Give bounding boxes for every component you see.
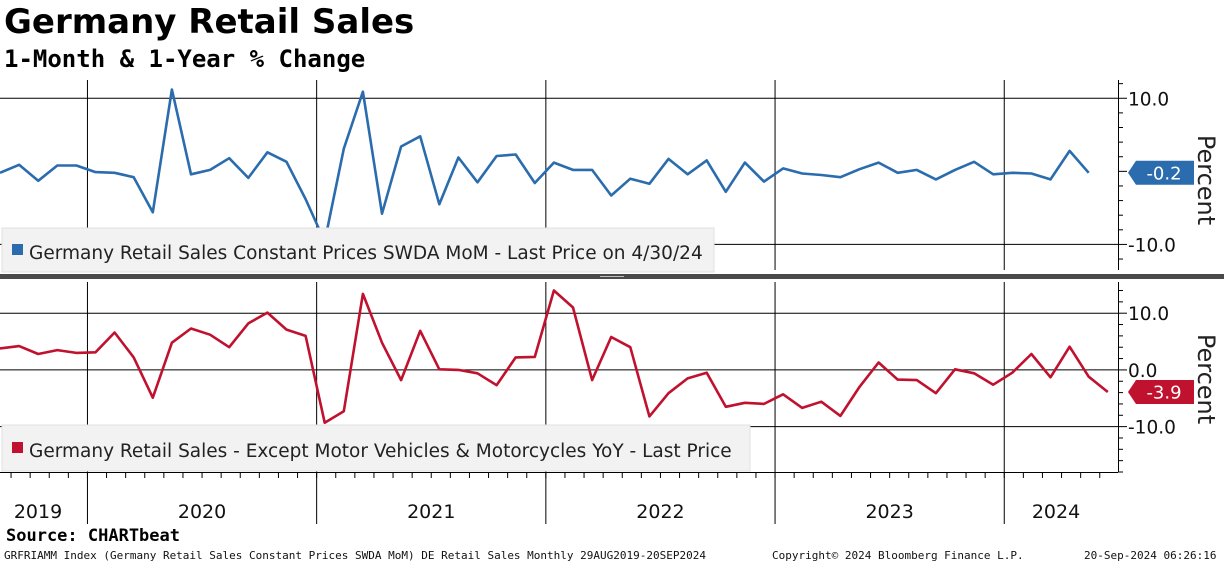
top-last-value: -0.2	[1146, 163, 1181, 184]
top-panel-lines	[0, 88, 1090, 243]
bottom-y-tick-label: 0.0	[1128, 361, 1157, 382]
footer-copyright: Copyright© 2024 Bloomberg Finance L.P.	[772, 549, 1024, 562]
top-y-tick-label: 10.0	[1128, 89, 1169, 110]
top-last-value-tag: -0.2	[1128, 160, 1194, 185]
chart-title: Germany Retail Sales	[4, 2, 415, 42]
x-year-label: 2024	[1032, 501, 1080, 523]
bottom-y-tick-label: -10.0	[1128, 418, 1176, 439]
top-legend: Germany Retail Sales Constant Prices SWD…	[1, 227, 715, 273]
x-axis: 2019 2020 2021 2022 2023 2024	[0, 472, 1118, 524]
bottom-legend-label: Germany Retail Sales - Except Motor Vehi…	[29, 441, 732, 462]
bottom-y-tick-label: 10.0	[1128, 304, 1169, 325]
top-legend-swatch	[12, 244, 23, 255]
bottom-y-axis-title: Percent	[1192, 334, 1220, 424]
top-y-tick-label: -10.0	[1128, 235, 1176, 256]
top-legend-label: Germany Retail Sales Constant Prices SWD…	[29, 243, 703, 264]
footer-timestamp: 20-Sep-2024 06:26:16	[1084, 549, 1217, 562]
source-note: Source: CHARTbeat	[6, 526, 180, 546]
bottom-panel-lines	[0, 289, 1109, 425]
x-year-label: 2019	[14, 501, 62, 523]
bottom-legend: Germany Retail Sales - Except Motor Vehi…	[1, 424, 751, 472]
top-series-line	[0, 88, 1090, 243]
x-year-label: 2021	[407, 501, 455, 523]
right-axes: 10.0 -10.0 10.0 0.0 -10.0	[1118, 80, 1176, 473]
chart-subtitle: 1-Month & 1-Year % Change	[4, 45, 366, 73]
bottom-series-line	[0, 289, 1109, 425]
x-year-label: 2023	[865, 501, 913, 523]
bottom-legend-swatch	[12, 442, 23, 453]
x-year-label: 2022	[636, 501, 684, 523]
x-year-label: 2020	[178, 501, 226, 523]
bottom-last-value-tag: -3.9	[1128, 380, 1194, 405]
footer-index-info: GRFRIAMM Index (Germany Retail Sales Con…	[4, 549, 706, 562]
top-y-axis-title: Percent	[1192, 135, 1220, 225]
bottom-last-value: -3.9	[1146, 383, 1181, 404]
